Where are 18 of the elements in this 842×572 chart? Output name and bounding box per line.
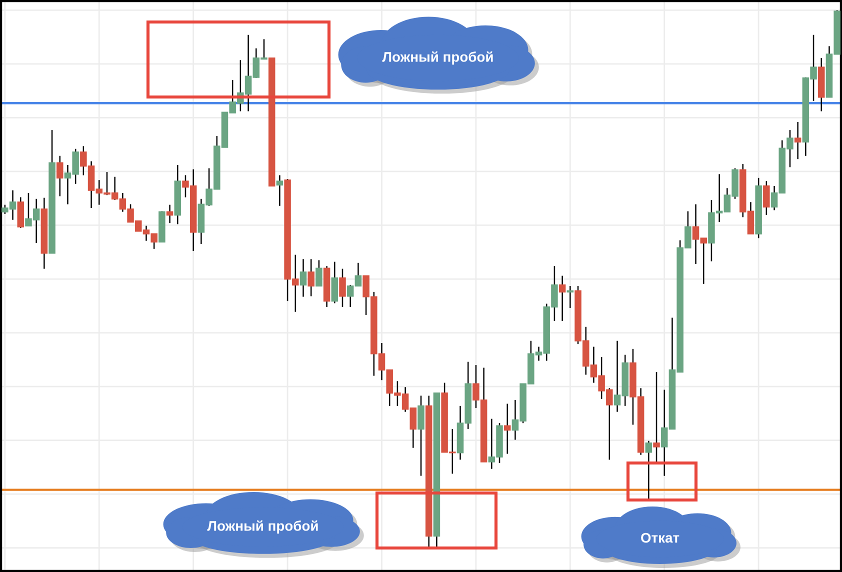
annotation: Откат — [641, 532, 680, 543]
candlestick — [558, 275, 566, 322]
annotation: Ложный пробой — [382, 51, 493, 65]
candlestick — [331, 261, 338, 304]
annotation: Ложный пробой — [207, 520, 318, 534]
candlestick — [316, 260, 322, 287]
candlestick — [794, 121, 802, 160]
candlestick — [166, 204, 174, 224]
candlestick — [276, 174, 284, 206]
candlestick — [308, 258, 314, 297]
candlestick — [504, 403, 511, 454]
candlestick — [763, 180, 770, 216]
candlestick — [339, 268, 346, 308]
candlestick — [418, 395, 424, 476]
candlestick — [56, 155, 64, 197]
candlestick — [645, 440, 652, 500]
candlestick — [300, 258, 307, 298]
candlestick — [566, 285, 574, 309]
